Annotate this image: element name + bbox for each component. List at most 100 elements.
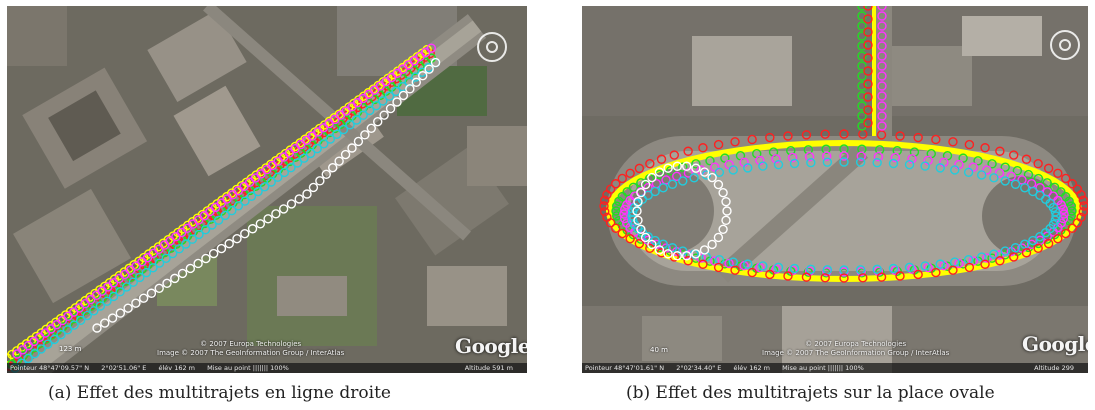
track-white-point xyxy=(718,187,728,198)
track-red-point xyxy=(801,130,812,140)
track-red-point xyxy=(617,228,627,239)
copyright-line-2: Image © 2007 The GeoInformation Group / … xyxy=(762,349,950,357)
track-white-point xyxy=(146,288,157,298)
track-cyan-point xyxy=(378,96,388,106)
track-white-point xyxy=(707,239,717,250)
track-white-point xyxy=(721,196,731,207)
track-red-point xyxy=(995,256,1005,266)
track-green-point xyxy=(973,156,983,166)
track-white-point xyxy=(315,176,325,186)
track-green-point xyxy=(611,206,621,216)
track-white-point xyxy=(663,249,673,259)
track-cyan-point xyxy=(207,220,217,230)
track-cyan-point xyxy=(773,262,784,273)
track-white-point xyxy=(170,273,180,284)
track-magenta-point xyxy=(822,151,832,161)
track-entry-magenta xyxy=(877,101,887,111)
track-cyan-point xyxy=(667,179,678,189)
track-green-point xyxy=(786,146,796,156)
track-white-point xyxy=(632,206,642,216)
track-red-point xyxy=(656,154,667,164)
track-white-point xyxy=(682,161,692,171)
track-magenta-point xyxy=(982,165,992,175)
track-entry-red xyxy=(863,27,873,37)
navigation-compass-icon[interactable] xyxy=(477,32,507,62)
track-green-point xyxy=(803,145,814,155)
track-cyan-point xyxy=(1010,179,1021,189)
track-red-point xyxy=(980,143,990,153)
track-green-point xyxy=(720,153,730,163)
track-white-point xyxy=(392,97,402,107)
track-red-point xyxy=(1078,206,1088,217)
track-white-point xyxy=(216,243,227,254)
track-magenta-point xyxy=(890,265,901,276)
track-green-point xyxy=(622,187,632,197)
track-cyan-point xyxy=(266,177,276,187)
track-white-point xyxy=(123,303,133,313)
track-red-point xyxy=(730,137,740,147)
track-white-point xyxy=(718,224,728,235)
track-red-point xyxy=(913,269,923,280)
track-cyan-point xyxy=(128,277,138,287)
track-entry-magenta xyxy=(877,51,887,61)
track-red-point xyxy=(931,134,941,145)
track-cyan-point xyxy=(351,115,362,125)
track-red-point xyxy=(1033,243,1043,254)
track-green-point xyxy=(892,146,902,156)
track-white-point xyxy=(691,163,701,173)
track-green-point xyxy=(617,191,627,202)
track-green-point xyxy=(612,201,622,211)
track-entry-green xyxy=(857,21,867,31)
track-red-point xyxy=(713,262,724,273)
track-red-point xyxy=(1072,218,1083,228)
track-cyan-point xyxy=(194,229,204,240)
track-white-point xyxy=(240,229,250,239)
track-green-point xyxy=(705,156,715,166)
aerial-map-b xyxy=(582,6,1088,373)
navigation-compass-icon-b[interactable] xyxy=(1050,30,1080,60)
track-green-point xyxy=(857,144,867,154)
track-white-point xyxy=(385,103,396,114)
track-white-point xyxy=(672,251,682,261)
track-entry-green xyxy=(857,51,867,61)
map-panel-a[interactable]: 123 m © 2007 Europa Technologies Image ©… xyxy=(7,6,527,373)
track-cyan-point xyxy=(345,120,355,130)
track-white-point xyxy=(654,245,665,255)
google-logo-b: Google xyxy=(1022,332,1088,356)
track-cyan-point xyxy=(1028,235,1038,246)
track-cyan-point xyxy=(141,267,152,278)
track-cyan-point xyxy=(213,215,224,225)
track-magenta-point xyxy=(968,162,979,172)
track-cyan-point xyxy=(371,100,382,111)
track-red-point xyxy=(1043,238,1054,249)
track-white-point xyxy=(162,278,172,289)
track-entry-red xyxy=(863,14,873,24)
track-white-point xyxy=(636,187,646,198)
track-cyan-point xyxy=(728,165,738,175)
track-cyan-point xyxy=(904,159,915,170)
track-entry-red xyxy=(863,66,873,76)
track-red-point xyxy=(895,271,905,281)
aerial-map-a xyxy=(7,6,527,373)
track-green-point xyxy=(1042,178,1052,188)
track-cyan-point xyxy=(935,259,945,269)
track-green-point xyxy=(1066,201,1076,211)
altitude: Altitude 591 m xyxy=(464,364,513,372)
track-green-point xyxy=(1056,187,1066,197)
gps-tracks-a xyxy=(7,43,441,373)
track-white-point xyxy=(286,199,297,209)
map-panel-b[interactable]: 40 m © 2007 Europa Technologies Image © … xyxy=(582,6,1088,373)
track-magenta-point xyxy=(954,258,964,269)
track-red-point xyxy=(625,168,635,179)
track-cyan-point xyxy=(181,239,191,249)
pointer-lat: Pointeur 48°47'09.57" N xyxy=(10,364,90,372)
track-cyan-point xyxy=(714,167,725,178)
track-cyan-point xyxy=(220,210,230,221)
track-entry-green xyxy=(857,6,867,11)
track-white-point xyxy=(366,123,376,133)
track-cyan-point xyxy=(950,165,960,175)
track-red-point xyxy=(683,146,693,156)
track-red-point xyxy=(1053,168,1063,179)
track-entry-green xyxy=(857,41,867,51)
track-magenta-point xyxy=(1056,200,1066,210)
